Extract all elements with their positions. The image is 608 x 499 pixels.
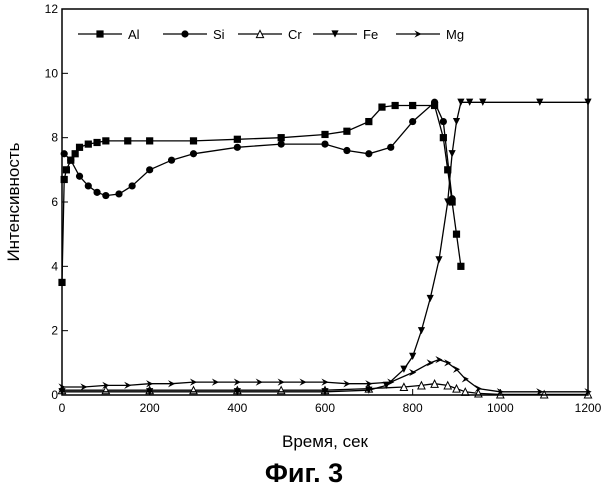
legend-item-si: Si <box>163 27 225 42</box>
data-point-si <box>93 189 100 196</box>
data-point-mg <box>435 356 442 363</box>
legend-marker-si <box>181 30 188 37</box>
data-layer <box>58 99 591 398</box>
legend: Al Si Cr Fe Mg <box>78 27 464 42</box>
data-point-fe <box>449 150 456 157</box>
data-point-si <box>234 144 241 151</box>
y-tick-label: 8 <box>51 131 58 145</box>
data-point-al <box>85 141 92 148</box>
data-point-si <box>365 150 372 157</box>
data-point-si <box>190 150 197 157</box>
legend-item-al: Al <box>78 27 140 42</box>
data-point-al <box>278 134 285 141</box>
data-point-fe <box>427 295 434 302</box>
data-point-si <box>115 190 122 197</box>
data-point-fe <box>409 353 416 360</box>
data-point-fe <box>418 327 425 334</box>
y-tick-label: 6 <box>51 195 58 209</box>
data-point-si <box>76 173 83 180</box>
y-tick-label: 4 <box>51 259 58 273</box>
data-point-si <box>102 192 109 199</box>
y-tick-label: 12 <box>45 2 59 16</box>
data-point-si <box>431 99 438 106</box>
data-point-si <box>321 141 328 148</box>
data-point-si <box>387 144 394 151</box>
series-line-si <box>64 102 452 199</box>
data-point-si <box>343 147 350 154</box>
legend-label-cr: Cr <box>288 27 302 42</box>
data-point-si <box>129 182 136 189</box>
x-tick-label: 600 <box>315 401 335 415</box>
data-point-si <box>278 141 285 148</box>
data-point-al <box>321 131 328 138</box>
legend-label-si: Si <box>213 27 225 42</box>
x-tick-label: 1000 <box>487 401 514 415</box>
x-tick-label: 200 <box>140 401 160 415</box>
series-si <box>61 99 456 203</box>
tick-layer: 0 200 400 600 800 1000 1200 0 2 4 6 8 10 12 <box>45 2 602 415</box>
data-point-al <box>102 137 109 144</box>
data-point-al <box>409 102 416 109</box>
data-point-mg <box>409 369 416 376</box>
legend-item-mg: Mg <box>396 27 464 42</box>
data-point-cr <box>453 385 460 392</box>
data-point-al <box>365 118 372 125</box>
y-tick-label: 2 <box>51 324 58 338</box>
data-point-mg <box>427 359 434 366</box>
x-axis-title: Время, сек <box>282 432 369 451</box>
legend-label-fe: Fe <box>363 27 378 42</box>
data-point-al <box>72 150 79 157</box>
data-point-al <box>392 102 399 109</box>
legend-marker-al <box>96 30 103 37</box>
data-point-si <box>146 166 153 173</box>
x-tick-label: 0 <box>59 401 66 415</box>
data-point-al <box>453 231 460 238</box>
legend-label-al: Al <box>128 27 140 42</box>
legend-label-mg: Mg <box>446 27 464 42</box>
data-point-al <box>146 137 153 144</box>
data-point-al <box>234 136 241 143</box>
data-point-si <box>67 157 74 164</box>
chart: 0 200 400 600 800 1000 1200 0 2 4 6 8 10 12 Время, се… <box>0 0 608 460</box>
x-tick-label: 800 <box>403 401 423 415</box>
data-point-al <box>93 139 100 146</box>
legend-item-cr: Cr <box>238 27 302 42</box>
y-tick-label: 10 <box>45 66 59 80</box>
data-point-al <box>343 128 350 135</box>
data-point-al <box>190 137 197 144</box>
data-point-al <box>76 144 83 151</box>
plot-frame <box>62 9 588 395</box>
data-point-al <box>457 263 464 270</box>
y-axis-title: Интенсивность <box>4 142 23 261</box>
x-tick-label: 1200 <box>575 401 602 415</box>
data-point-si <box>168 157 175 164</box>
x-tick-label: 400 <box>227 401 247 415</box>
data-point-al <box>378 104 385 111</box>
figure-caption: Фиг. 3 <box>0 458 608 489</box>
data-point-fe <box>435 256 442 263</box>
y-tick-label: 0 <box>51 388 58 402</box>
legend-item-fe: Fe <box>313 27 378 42</box>
data-point-al <box>124 137 131 144</box>
data-point-al <box>63 166 70 173</box>
data-point-si <box>409 118 416 125</box>
data-point-si <box>85 182 92 189</box>
data-point-si <box>440 118 447 125</box>
data-point-fe <box>453 118 460 125</box>
